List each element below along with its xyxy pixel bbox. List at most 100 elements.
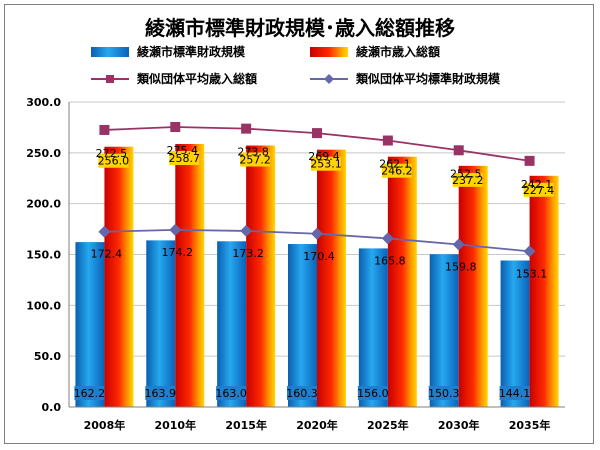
data-label: 172.4 bbox=[91, 248, 123, 261]
data-label-bg bbox=[381, 163, 412, 178]
bar bbox=[317, 149, 346, 407]
data-label: 162.2 bbox=[74, 387, 106, 400]
bar bbox=[175, 143, 205, 407]
data-label: 256.0 bbox=[98, 155, 130, 168]
y-tick-label: 50.0 bbox=[34, 350, 61, 363]
legend-label: 類似団体平均標準財政規模 bbox=[355, 71, 501, 86]
data-label: 156.0 bbox=[357, 387, 389, 400]
data-label-bg bbox=[311, 156, 341, 171]
data-label: 237.2 bbox=[452, 174, 484, 187]
bar bbox=[529, 175, 559, 407]
data-label-bg bbox=[499, 386, 530, 400]
data-label: 262.1 bbox=[379, 158, 411, 171]
bar bbox=[217, 241, 247, 407]
legend-marker bbox=[106, 75, 114, 83]
data-label: 272.5 bbox=[96, 147, 128, 160]
data-label: 159.8 bbox=[445, 261, 477, 274]
legend-swatch bbox=[91, 47, 129, 57]
y-tick-label: 150.0 bbox=[26, 249, 61, 262]
data-labels: 162.2 163.9 163.0 160.3 156.0 150.3 144.1 256.0… bbox=[74, 144, 555, 400]
bar bbox=[458, 165, 488, 407]
legend-label: 類似団体平均歳入総額 bbox=[136, 71, 257, 86]
line-point bbox=[170, 122, 181, 133]
data-label: 170.4 bbox=[303, 250, 335, 263]
line-point bbox=[240, 224, 253, 237]
bar bbox=[429, 254, 459, 407]
line-point bbox=[241, 123, 252, 134]
data-label-bg bbox=[523, 182, 554, 197]
data-label: 258.7 bbox=[169, 152, 201, 165]
data-label: 273.8 bbox=[237, 146, 269, 159]
bar bbox=[146, 240, 176, 407]
data-label-bg bbox=[452, 172, 483, 187]
data-label: 144.1 bbox=[499, 387, 531, 400]
data-label-bg bbox=[357, 386, 388, 400]
x-tick-label: 2015年 bbox=[225, 418, 267, 432]
line-point bbox=[523, 245, 536, 258]
chart: 綾瀬市標準財政規模･歳入総額推移 綾瀬市標準財政規模 綾瀬市歳入総額類似団体平均歳… bbox=[26, 16, 565, 432]
y-tick-label: 300.0 bbox=[26, 96, 61, 109]
x-tick-label: 2010年 bbox=[154, 418, 196, 432]
bar bbox=[246, 145, 276, 407]
data-label: 160.3 bbox=[286, 387, 318, 400]
data-label-bg bbox=[287, 386, 317, 400]
data-label: 269.4 bbox=[308, 150, 340, 163]
data-label-bg bbox=[216, 386, 247, 400]
data-label-bg bbox=[428, 386, 459, 400]
data-label: 275.4 bbox=[167, 144, 199, 157]
chart-frame: 綾瀬市標準財政規模･歳入総額推移 綾瀬市標準財政規模 綾瀬市歳入総額類似団体平均歳… bbox=[4, 4, 594, 444]
legend-label: 綾瀬市標準財政規模 bbox=[137, 44, 246, 59]
data-label-bg bbox=[240, 152, 271, 167]
data-label: 153.1 bbox=[516, 267, 548, 280]
x-tick-label: 2025年 bbox=[367, 418, 409, 432]
line-point bbox=[524, 155, 535, 166]
data-label: 163.9 bbox=[145, 387, 177, 400]
y-tick-label: 250.0 bbox=[26, 147, 61, 160]
legend-marker bbox=[324, 74, 334, 84]
data-label: 165.8 bbox=[374, 254, 406, 267]
y-tick-label: 100.0 bbox=[26, 299, 61, 312]
bar bbox=[104, 146, 134, 407]
legend-label: 綾瀬市歳入総額 bbox=[356, 44, 440, 59]
data-label: 253.1 bbox=[310, 158, 342, 171]
bar bbox=[358, 248, 388, 407]
lines bbox=[98, 122, 536, 258]
y-tick-label: 0.0 bbox=[42, 401, 62, 414]
bar bbox=[288, 244, 317, 407]
y-tick-label: 200.0 bbox=[26, 198, 61, 211]
data-label-bg bbox=[145, 386, 176, 400]
line-point bbox=[453, 145, 464, 156]
line-point bbox=[98, 225, 111, 238]
data-label-bg bbox=[169, 150, 200, 165]
line-point bbox=[169, 223, 182, 236]
data-label: 246.2 bbox=[381, 165, 413, 178]
data-label-bg bbox=[98, 153, 129, 168]
data-label: 252.5 bbox=[450, 167, 482, 180]
data-label: 174.2 bbox=[162, 246, 194, 259]
data-label-bg bbox=[74, 386, 105, 400]
line-point bbox=[382, 135, 393, 146]
bar bbox=[500, 260, 530, 407]
line-point bbox=[312, 128, 322, 139]
line-point bbox=[99, 124, 110, 135]
chart-title: 綾瀬市標準財政規模･歳入総額推移 bbox=[145, 16, 455, 40]
line-point bbox=[381, 232, 394, 245]
x-tick-label: 2020年 bbox=[296, 418, 338, 432]
y-axis: 0.0 50.0 100.0 150.0 200.0 250.0 300.0 bbox=[26, 96, 70, 414]
data-label: 227.4 bbox=[523, 184, 555, 197]
x-axis: 2008年 2010年 2015年 2020年 2025年 2030年 2035年 bbox=[69, 406, 565, 432]
line-point bbox=[452, 238, 465, 251]
data-label: 173.2 bbox=[232, 247, 264, 260]
line-point bbox=[311, 227, 323, 240]
x-tick-label: 2035年 bbox=[509, 418, 551, 432]
data-label: 163.0 bbox=[215, 387, 247, 400]
legend-swatch bbox=[310, 47, 348, 57]
bars bbox=[75, 143, 559, 407]
bar bbox=[387, 156, 417, 407]
data-label: 257.2 bbox=[239, 154, 271, 167]
x-tick-label: 2008年 bbox=[84, 418, 126, 432]
data-label: 242.1 bbox=[521, 178, 553, 191]
bar bbox=[75, 242, 105, 407]
x-tick-label: 2030年 bbox=[438, 418, 480, 432]
